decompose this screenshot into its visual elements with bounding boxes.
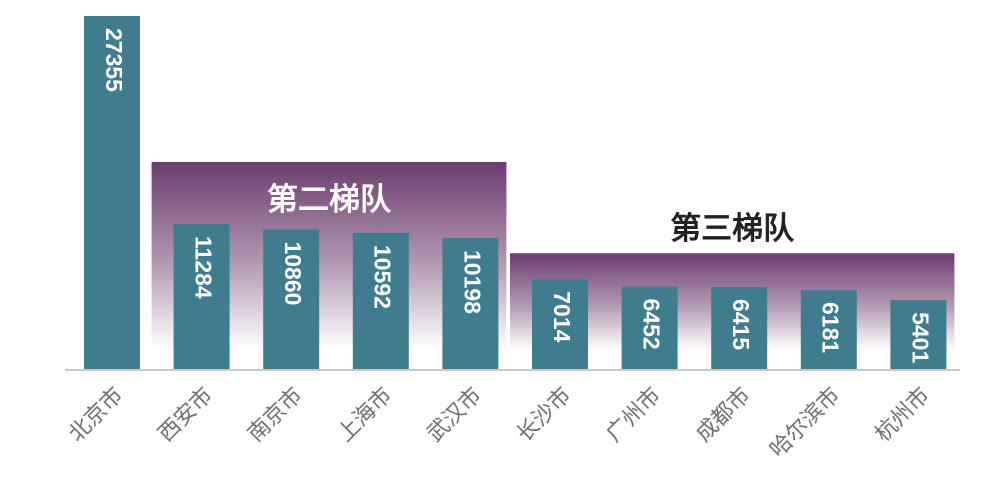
bar-8 [800,290,857,370]
tier-label-1: 第二梯队 [267,182,392,218]
value-label-9: 5401 [907,312,933,363]
bar-7 [711,286,768,370]
bar-9 [890,300,947,370]
x-tick-labels: 北京市 西安市 南京市 上海市 武汉市 长沙市 广州市 成都市 哈尔滨市 杭州市 [64,383,935,463]
category-label-6: 广州市 [602,383,666,447]
value-label-7: 6415 [728,299,754,350]
value-label-5: 7014 [549,291,575,342]
tier-label-2: 第三梯队 [670,211,795,247]
bars-group: 27355 11284 10860 10592 10198 7014 6452 6415 618… [84,16,947,370]
bar-4 [442,238,499,370]
category-label-7: 成都市 [691,383,755,447]
category-label-9: 杭州市 [871,383,935,447]
value-label-4: 10198 [459,250,485,314]
bar-2 [263,229,320,370]
value-label-3: 10592 [370,245,396,309]
value-label-1: 11284 [191,236,217,299]
value-label-8: 6181 [818,302,844,353]
value-label-6: 6452 [639,299,665,350]
category-label-4: 武汉市 [423,383,487,447]
category-label-8: 哈尔滨市 [765,383,845,463]
value-label-0: 27355 [101,28,127,92]
category-label-0: 北京市 [64,383,128,447]
category-label-2: 南京市 [243,383,307,447]
category-label-3: 上海市 [333,383,397,447]
bar-3 [352,232,409,370]
bar-6 [621,286,678,370]
category-label-5: 长沙市 [512,383,576,447]
category-label-1: 西安市 [154,383,218,447]
bar-1 [173,223,230,370]
bar-5 [532,279,588,370]
bar-0 [84,16,140,370]
value-label-2: 10860 [280,241,306,305]
